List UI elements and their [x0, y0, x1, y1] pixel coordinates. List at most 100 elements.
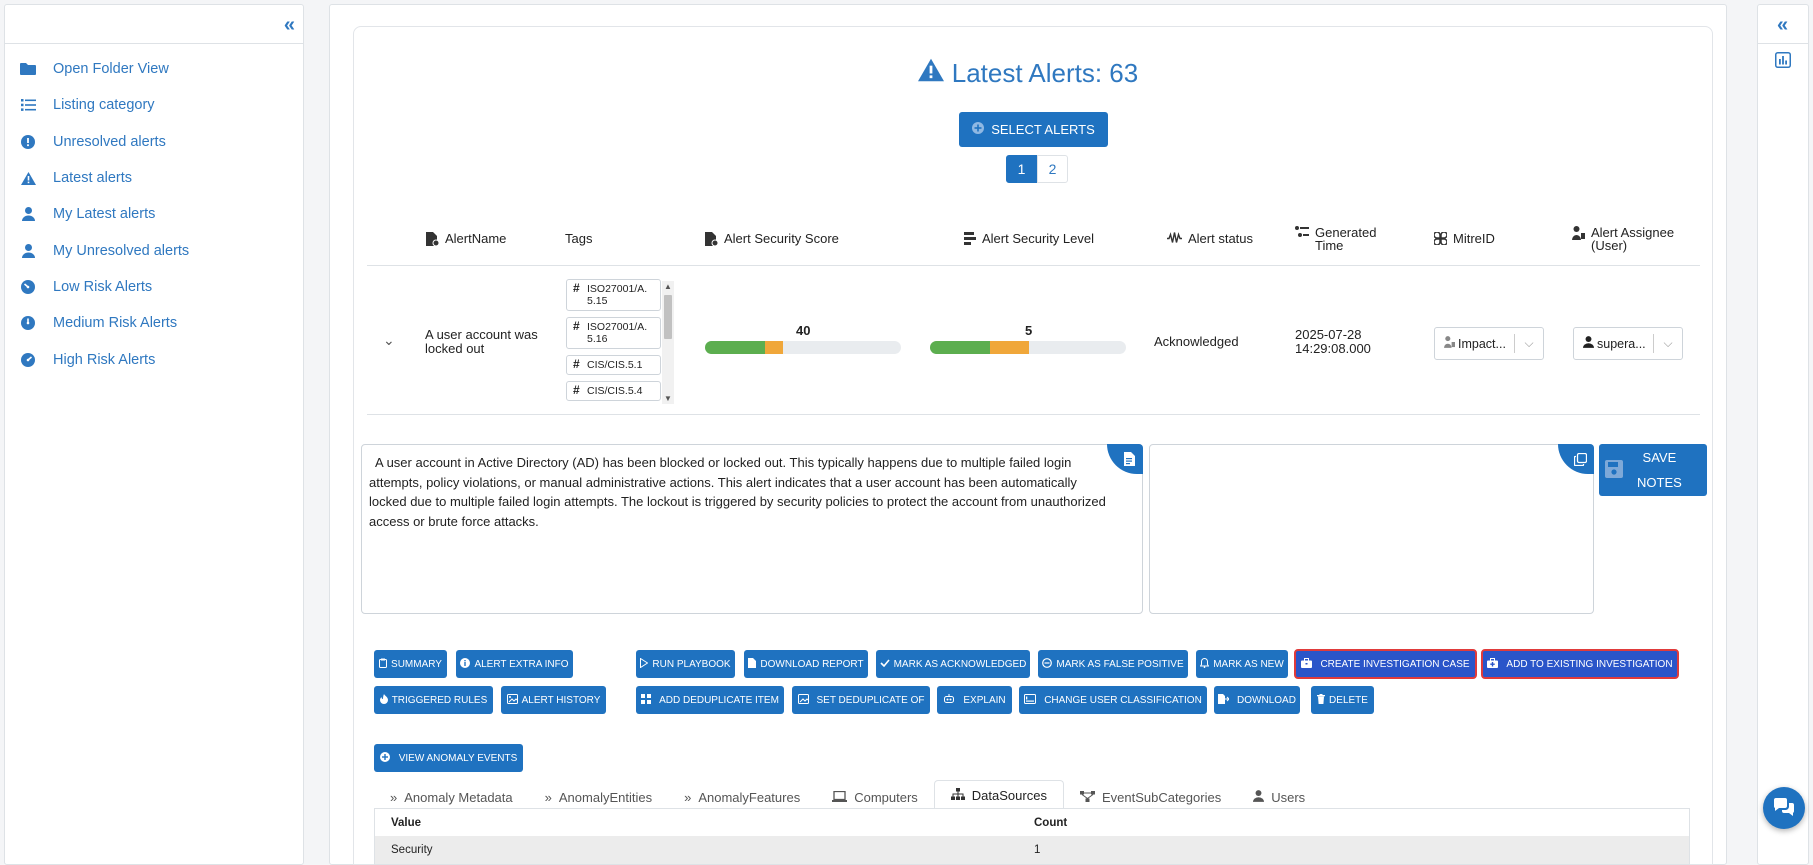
- security-score-bar: [705, 341, 901, 354]
- security-score-label: 40: [796, 323, 811, 338]
- sidebar-item-label: My Latest alerts: [53, 206, 156, 223]
- mark-acknowledged-button[interactable]: MARK AS ACKNOWLEDGED: [876, 650, 1030, 678]
- summary-button[interactable]: SUMMARY: [374, 650, 447, 678]
- download-button[interactable]: DOWNLOAD: [1214, 686, 1300, 714]
- tab-anomaly-metadata[interactable]: » Anomaly Metadata: [390, 789, 513, 805]
- add-to-existing-investigation-button[interactable]: ADD TO EXISTING INVESTIGATION: [1481, 649, 1679, 679]
- collapse-right-panel-icon[interactable]: «: [1777, 14, 1789, 36]
- change-user-classification-button[interactable]: CHANGE USER CLASSIFICATION: [1019, 686, 1207, 714]
- user-tag-icon: [1572, 226, 1585, 242]
- delete-button[interactable]: DELETE: [1311, 686, 1374, 714]
- sidebar-item-my-latest-alerts[interactable]: My Latest alerts: [19, 196, 189, 232]
- mark-false-positive-button[interactable]: MARK AS FALSE POSITIVE: [1038, 650, 1188, 678]
- save-notes-button[interactable]: SAVE NOTES: [1599, 444, 1707, 496]
- sidebar-item-unresolved-alerts[interactable]: Unresolved alerts: [19, 124, 189, 160]
- table-row: Security 1: [375, 836, 1689, 864]
- sidebar-item-listing-category[interactable]: Listing category: [19, 87, 189, 123]
- column-header-status[interactable]: Alert status: [1167, 232, 1253, 247]
- tab-datasources[interactable]: DataSources: [933, 780, 1064, 811]
- security-level-label: 5: [1025, 323, 1033, 338]
- file-lines-icon[interactable]: [1107, 444, 1143, 474]
- plus-circle-icon: [379, 751, 390, 765]
- sidebar-item-latest-alerts[interactable]: Latest alerts: [19, 160, 189, 196]
- info-circle-icon: [460, 657, 471, 671]
- page-1-button[interactable]: 1: [1006, 155, 1037, 183]
- minus-circle-icon: [1042, 657, 1053, 671]
- security-score-green-segment: [705, 341, 765, 354]
- description-box: A user account in Active Directory (AD) …: [361, 444, 1143, 614]
- double-chevron-right-icon: »: [390, 789, 398, 805]
- chevron-down-icon: ⌵: [1524, 336, 1534, 350]
- sidebar-item-label: Listing category: [53, 97, 155, 114]
- column-header-alert-name[interactable]: AlertName: [425, 232, 506, 248]
- file-shield-icon: [704, 232, 719, 248]
- mitre-id-select[interactable]: Impact... ⌵: [1434, 327, 1544, 360]
- tab-anomaly-features[interactable]: » AnomalyFeatures: [684, 789, 801, 805]
- notes-textarea[interactable]: [1149, 444, 1594, 614]
- sidebar-item-label: Latest alerts: [53, 170, 132, 187]
- select-alerts-button[interactable]: SELECT ALERTS: [959, 112, 1108, 147]
- trash-icon: [1317, 693, 1326, 707]
- column-header-security-level[interactable]: Alert Security Level: [964, 232, 1094, 247]
- sidebar-item-low-risk-alerts[interactable]: Low Risk Alerts: [19, 269, 189, 305]
- sidebar-menu: Open Folder View Listing category Unreso…: [19, 51, 189, 378]
- bar-chart-icon[interactable]: [1775, 52, 1791, 71]
- collapse-sidebar-icon[interactable]: «: [283, 14, 295, 36]
- table-cell-count: 1: [1034, 844, 1041, 856]
- alert-history-button[interactable]: ALERT HISTORY: [501, 686, 606, 714]
- chevron-down-icon: ⌵: [1663, 336, 1673, 350]
- fire-icon: [379, 693, 388, 707]
- sidebar-item-label: My Unresolved alerts: [53, 242, 190, 259]
- briefcase-plus-icon: [1487, 657, 1499, 671]
- chat-button[interactable]: [1763, 787, 1805, 829]
- download-report-button[interactable]: DOWNLOAD REPORT: [744, 650, 868, 678]
- column-header-generated-time[interactable]: Generated Time: [1295, 226, 1405, 252]
- table-divider: [367, 265, 1700, 266]
- sidebar-item-my-unresolved-alerts[interactable]: My Unresolved alerts: [19, 232, 189, 268]
- robot-icon: [943, 693, 955, 707]
- alert-extra-info-button[interactable]: ALERT EXTRA INFO: [456, 650, 573, 678]
- page-2-button[interactable]: 2: [1037, 155, 1068, 183]
- warning-triangle-icon: [917, 58, 944, 89]
- set-deduplicate-of-button[interactable]: SET DEDUPLICATE OF: [792, 686, 930, 714]
- add-deduplicate-item-button[interactable]: ADD DEDUPLICATE ITEM: [636, 686, 784, 714]
- assignee-select[interactable]: supera... ⌵: [1573, 327, 1683, 360]
- page-title: Latest Alerts: 63: [330, 58, 1726, 89]
- sidebar-item-high-risk-alerts[interactable]: High Risk Alerts: [19, 341, 189, 377]
- security-level-orange-segment: [990, 341, 1029, 354]
- double-chevron-right-icon: »: [684, 789, 692, 805]
- triggered-rules-button[interactable]: TRIGGERED RULES: [374, 686, 493, 714]
- copy-icon[interactable]: [1558, 444, 1594, 474]
- security-level-green-segment: [930, 341, 990, 354]
- play-icon: [640, 657, 649, 671]
- mark-new-button[interactable]: MARK AS NEW: [1196, 650, 1288, 678]
- gauge-high-icon: [19, 352, 37, 368]
- run-playbook-button[interactable]: RUN PLAYBOOK: [636, 650, 735, 678]
- bell-icon: [1199, 657, 1210, 671]
- create-investigation-case-button[interactable]: CREATE INVESTIGATION CASE: [1294, 649, 1477, 679]
- expand-row-chevron-icon[interactable]: ⌄: [383, 332, 395, 348]
- tab-anomaly-entities[interactable]: » AnomalyEntities: [544, 789, 653, 805]
- tag-item: # ISO27001/A. 5.16: [566, 317, 661, 349]
- column-header-value[interactable]: Value: [391, 816, 422, 829]
- tab-event-subcategories[interactable]: EventSubCategories: [1064, 783, 1237, 811]
- alert-name-cell[interactable]: A user account was locked out: [425, 327, 538, 356]
- column-header-count[interactable]: Count: [1034, 816, 1068, 829]
- floppy-disk-icon: [1605, 459, 1623, 481]
- row-divider: [367, 414, 1700, 415]
- column-header-security-score[interactable]: Alert Security Score: [704, 232, 839, 248]
- explain-button[interactable]: EXPLAIN: [937, 686, 1012, 714]
- column-header-mitre-id[interactable]: MitreID: [1433, 231, 1495, 247]
- tags-scrollbar[interactable]: ▲ ▼: [662, 281, 674, 404]
- tab-computers[interactable]: Computers: [816, 783, 934, 811]
- user-icon: [1583, 336, 1594, 351]
- view-anomaly-events-button[interactable]: VIEW ANOMALY EVENTS: [374, 744, 523, 772]
- image-icon: [797, 693, 809, 707]
- sidebar-item-medium-risk-alerts[interactable]: Medium Risk Alerts: [19, 305, 189, 341]
- tag-item: # CIS/CIS.5.4: [566, 381, 661, 401]
- gauge-low-icon: [19, 279, 37, 295]
- sidebar-item-open-folder-view[interactable]: Open Folder View: [19, 51, 189, 87]
- column-header-tags[interactable]: Tags: [565, 231, 593, 246]
- column-header-assignee[interactable]: Alert Assignee (User): [1572, 226, 1691, 252]
- tab-users[interactable]: Users: [1237, 783, 1321, 811]
